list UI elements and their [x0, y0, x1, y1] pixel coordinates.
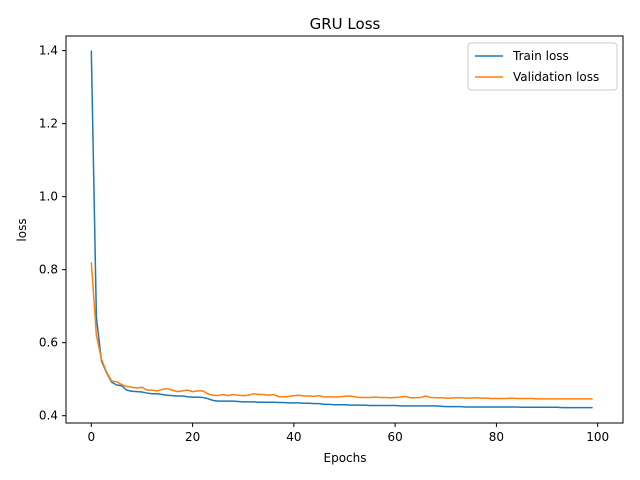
- y-axis-label: loss: [15, 218, 29, 241]
- legend-label-validation: Validation loss: [513, 70, 599, 84]
- chart-title: GRU Loss: [310, 15, 381, 33]
- plot-frame: [65, 35, 624, 424]
- plot-area: [90, 50, 593, 409]
- x-tick-label: 20: [185, 430, 200, 444]
- legend-box: [467, 42, 618, 91]
- x-axis: 0 20 40 60 80 100: [87, 423, 609, 444]
- x-axis-label: Epochs: [324, 451, 367, 465]
- x-tick-label: 100: [586, 430, 609, 444]
- x-tick-label: 40: [286, 430, 301, 444]
- y-tick-label: 0.6: [39, 336, 58, 350]
- y-axis: 0.4 0.6 0.8 1.0 1.2 1.4: [39, 44, 66, 423]
- series-line-validation-loss: [90, 262, 593, 400]
- x-tick-label: 60: [387, 430, 402, 444]
- y-tick-label: 1.0: [39, 190, 58, 204]
- y-tick-label: 1.4: [39, 44, 58, 58]
- y-tick-label: 0.4: [39, 409, 58, 423]
- series-line-train-loss: [90, 50, 593, 409]
- x-tick-label: 0: [87, 430, 95, 444]
- legend: Train loss Validation loss: [467, 42, 618, 91]
- legend-label-train: Train loss: [512, 49, 569, 63]
- y-tick-label: 0.8: [39, 263, 58, 277]
- x-tick-label: 80: [489, 430, 504, 444]
- y-tick-label: 1.2: [39, 117, 58, 131]
